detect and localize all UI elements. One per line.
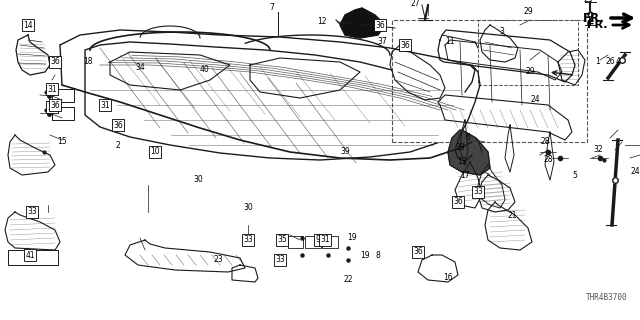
Text: 24: 24 bbox=[530, 95, 540, 105]
Text: 27: 27 bbox=[410, 0, 420, 9]
Text: 36: 36 bbox=[413, 247, 423, 257]
Text: 36: 36 bbox=[400, 41, 410, 50]
Text: 25: 25 bbox=[583, 0, 593, 4]
Text: 22: 22 bbox=[343, 276, 353, 284]
Text: 32: 32 bbox=[593, 146, 603, 155]
Text: 18: 18 bbox=[83, 58, 93, 67]
Text: 29: 29 bbox=[525, 68, 535, 76]
Text: 1: 1 bbox=[596, 58, 600, 67]
Text: 19: 19 bbox=[360, 251, 370, 260]
Text: 31: 31 bbox=[47, 84, 57, 93]
Text: FR.: FR. bbox=[586, 20, 607, 30]
Text: 23: 23 bbox=[213, 255, 223, 265]
Text: 33: 33 bbox=[243, 236, 253, 244]
Text: 8: 8 bbox=[376, 251, 380, 260]
FancyBboxPatch shape bbox=[392, 20, 587, 142]
FancyBboxPatch shape bbox=[322, 236, 338, 248]
Text: 30: 30 bbox=[193, 175, 203, 185]
Text: 34: 34 bbox=[135, 63, 145, 73]
Text: THR4B3700: THR4B3700 bbox=[586, 293, 628, 302]
Text: 36: 36 bbox=[113, 121, 123, 130]
Text: 7: 7 bbox=[269, 4, 275, 12]
Text: 3: 3 bbox=[500, 28, 504, 36]
Text: 36: 36 bbox=[50, 58, 60, 67]
Text: 2: 2 bbox=[116, 140, 120, 149]
Text: 28: 28 bbox=[540, 138, 550, 147]
Text: 15: 15 bbox=[57, 138, 67, 147]
Text: 28: 28 bbox=[543, 156, 553, 164]
Text: 36: 36 bbox=[375, 20, 385, 29]
Text: 21: 21 bbox=[508, 211, 516, 220]
Text: FR.: FR. bbox=[583, 12, 605, 25]
Text: 17: 17 bbox=[460, 171, 470, 180]
Text: 41: 41 bbox=[25, 251, 35, 260]
FancyBboxPatch shape bbox=[8, 250, 58, 265]
Text: 19: 19 bbox=[347, 234, 357, 243]
Text: 33: 33 bbox=[473, 188, 483, 196]
Text: 39: 39 bbox=[455, 143, 465, 153]
Text: 10: 10 bbox=[150, 148, 160, 156]
Text: 31: 31 bbox=[100, 100, 110, 109]
Polygon shape bbox=[340, 8, 385, 38]
Text: 36: 36 bbox=[453, 197, 463, 206]
FancyBboxPatch shape bbox=[52, 107, 74, 120]
Text: 37: 37 bbox=[377, 37, 387, 46]
Text: 5: 5 bbox=[573, 171, 577, 180]
Text: 11: 11 bbox=[445, 37, 455, 46]
Text: 16: 16 bbox=[443, 274, 453, 283]
Text: 9: 9 bbox=[316, 236, 321, 244]
Text: 31: 31 bbox=[320, 236, 330, 244]
Text: 33: 33 bbox=[275, 255, 285, 265]
Text: 38: 38 bbox=[47, 102, 57, 111]
Text: 24: 24 bbox=[630, 167, 640, 177]
Text: 14: 14 bbox=[23, 20, 33, 29]
Polygon shape bbox=[85, 42, 465, 160]
Text: 40: 40 bbox=[200, 66, 210, 75]
Text: 26: 26 bbox=[605, 58, 615, 67]
Text: 35: 35 bbox=[277, 236, 287, 244]
FancyBboxPatch shape bbox=[288, 236, 303, 248]
Text: 13: 13 bbox=[457, 157, 467, 166]
Text: 6: 6 bbox=[465, 133, 470, 142]
Text: 33: 33 bbox=[27, 207, 37, 217]
Text: 30: 30 bbox=[243, 204, 253, 212]
FancyBboxPatch shape bbox=[305, 236, 321, 248]
Polygon shape bbox=[448, 130, 490, 175]
FancyBboxPatch shape bbox=[52, 89, 74, 102]
Text: 36: 36 bbox=[50, 100, 60, 109]
Text: 29: 29 bbox=[523, 7, 533, 17]
Text: 39: 39 bbox=[340, 148, 350, 156]
Text: 4: 4 bbox=[616, 58, 620, 67]
Text: 12: 12 bbox=[317, 18, 327, 27]
